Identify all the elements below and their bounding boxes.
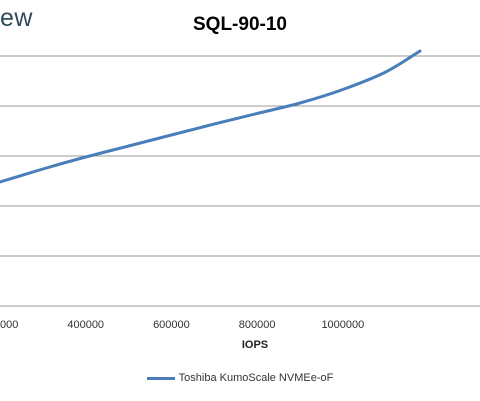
gridlines xyxy=(0,55,480,257)
brand-logo-text: ew xyxy=(0,4,33,32)
legend: Toshiba KumoScale NVMEe-oF xyxy=(0,372,480,384)
x-tick-label: 400000 xyxy=(67,319,104,331)
x-tick-labels: 200000 400000 600000 800000 1000000 xyxy=(0,319,364,331)
x-tick-label: 1000000 xyxy=(321,319,364,331)
series-line xyxy=(0,49,422,184)
chart-title: SQL-90-10 xyxy=(193,14,287,35)
legend-swatch xyxy=(146,376,175,380)
x-tick-label: 800000 xyxy=(239,319,276,331)
legend-label: Toshiba KumoScale NVMEe-oF xyxy=(178,372,334,384)
x-axis-label: IOPS xyxy=(242,339,268,351)
x-tick-label: 200000 xyxy=(0,319,18,331)
x-tick-label: 600000 xyxy=(153,319,190,331)
